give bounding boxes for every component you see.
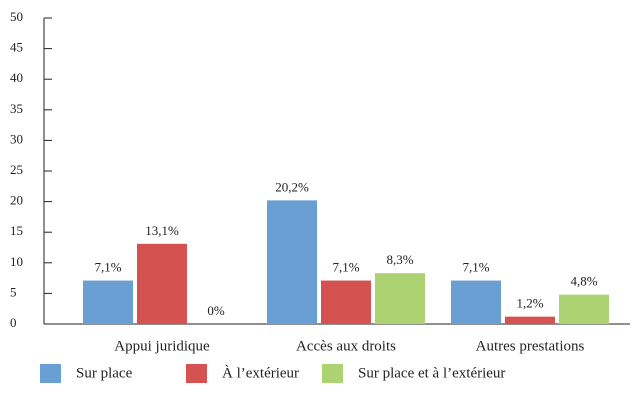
bar bbox=[137, 243, 187, 324]
y-tick-label: 5 bbox=[10, 284, 17, 299]
bar bbox=[375, 273, 425, 324]
y-tick-label: 35 bbox=[10, 101, 23, 116]
value-label: 7,1% bbox=[94, 260, 121, 275]
value-label: 7,1% bbox=[332, 260, 359, 275]
value-label: 0% bbox=[207, 303, 225, 318]
legend-label: Sur place bbox=[76, 365, 133, 381]
bar bbox=[451, 280, 501, 324]
y-tick-label: 30 bbox=[10, 131, 23, 146]
y-tick-label: 45 bbox=[10, 40, 23, 55]
bar bbox=[321, 280, 371, 324]
value-label: 20,2% bbox=[275, 179, 309, 194]
legend-label: Sur place et à l’extérieur bbox=[358, 365, 505, 381]
value-label: 4,8% bbox=[570, 274, 597, 289]
legend-swatch bbox=[322, 364, 343, 383]
x-tick-label: Autres prestations bbox=[476, 338, 585, 354]
y-tick-label: 0 bbox=[10, 315, 17, 330]
value-label: 8,3% bbox=[386, 252, 413, 267]
legend-label: À l’extérieur bbox=[222, 364, 299, 381]
bar bbox=[505, 316, 555, 324]
x-tick-label: Accès aux droits bbox=[296, 338, 396, 354]
y-tick-label: 20 bbox=[10, 193, 23, 208]
y-tick-label: 15 bbox=[10, 223, 23, 238]
y-tick-label: 40 bbox=[10, 70, 23, 85]
value-label: 7,1% bbox=[462, 260, 489, 275]
y-tick-label: 10 bbox=[10, 254, 23, 269]
bar bbox=[559, 294, 609, 324]
legend-swatch bbox=[186, 364, 207, 383]
legend-swatch bbox=[40, 364, 61, 383]
value-label: 1,2% bbox=[516, 296, 543, 311]
value-label: 13,1% bbox=[145, 223, 179, 238]
y-tick-label: 50 bbox=[10, 9, 23, 24]
x-tick-label: Appui juridique bbox=[114, 338, 210, 354]
bar bbox=[267, 200, 317, 324]
y-tick-label: 25 bbox=[10, 162, 23, 177]
bar bbox=[83, 280, 133, 324]
